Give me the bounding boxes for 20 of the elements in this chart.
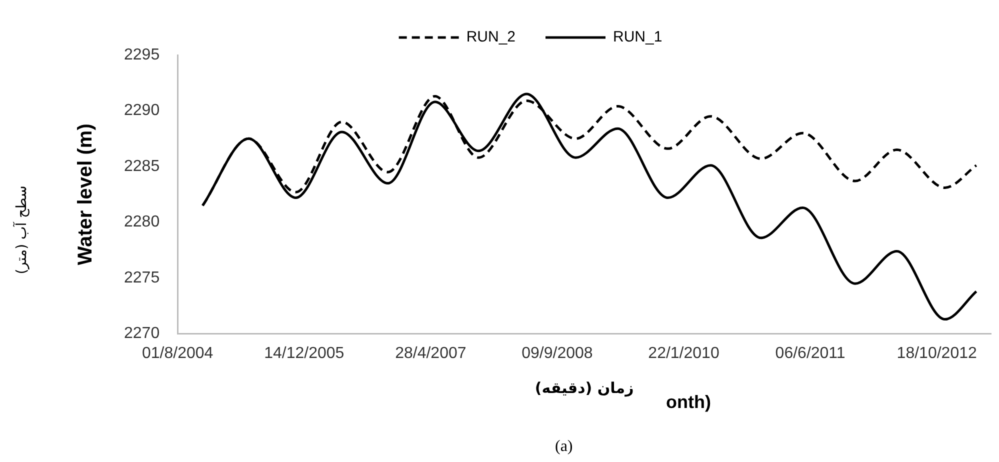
y-tick-label: 2280 (124, 214, 160, 231)
text: onth) (666, 392, 711, 413)
y-axis-title: Water level (m) (74, 124, 97, 266)
y-tick-label: 2285 (124, 158, 160, 175)
y-tick-label: 2295 (124, 46, 160, 64)
x-tick-label: 09/9/2008 (522, 344, 593, 362)
x-tick-label: 28/4/2007 (395, 344, 466, 362)
x-tick-label: 06/6/2011 (775, 344, 846, 362)
text: (a) (555, 438, 573, 456)
x-tick-label: 18/10/2012 (896, 344, 977, 362)
x-tick-label: 22/1/2010 (648, 344, 720, 362)
y-tick-label: 2275 (124, 269, 160, 286)
y-tick-label: 2290 (124, 102, 160, 120)
legend-label: RUN_1 (613, 28, 662, 46)
x-axis-title: زمان (دقيقه) (534, 378, 634, 397)
legend-label: RUN_2 (466, 28, 516, 46)
y-tick-label: 2270 (124, 325, 160, 342)
x-tick-label: 01/8/2004 (142, 344, 214, 362)
x-tick-label: 14/12/2005 (264, 344, 344, 362)
text: سطح آب (متر) (14, 186, 30, 274)
